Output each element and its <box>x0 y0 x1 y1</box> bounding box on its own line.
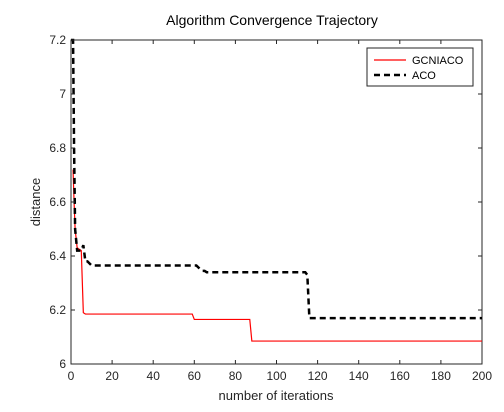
y-tick-label: 7 <box>59 87 66 101</box>
legend: GCNIACO ACO <box>366 47 474 87</box>
y-tick-label: 7.2 <box>49 33 66 47</box>
series-layer <box>71 38 482 342</box>
y-tick-label: 6.2 <box>49 303 66 317</box>
legend-box <box>366 47 474 87</box>
x-axis-label: number of iterations <box>219 388 334 403</box>
plot-area-frame <box>70 39 483 365</box>
x-tick-label: 120 <box>308 369 328 383</box>
x-tick-label: 160 <box>390 369 410 383</box>
x-tick-label: 200 <box>472 369 492 383</box>
x-tick-label: 20 <box>105 369 119 383</box>
chart-title: Algorithm Convergence Trajectory <box>166 12 378 28</box>
x-tick-label: 80 <box>229 369 243 383</box>
y-tick-label: 6 <box>59 357 66 371</box>
x-tick-label: 60 <box>188 369 202 383</box>
y-axis-ticks: 6 6.2 6.4 6.6 6.8 7 7.2 <box>49 33 482 371</box>
x-tick-label: 180 <box>431 369 451 383</box>
y-tick-label: 6.6 <box>49 195 66 209</box>
x-axis-ticks: 0 20 40 60 80 100 120 140 160 180 200 <box>68 40 492 383</box>
y-axis-label: distance <box>28 178 43 226</box>
y-tick-label: 6.4 <box>49 249 66 263</box>
legend-label-gcniaco: GCNIACO <box>412 55 464 67</box>
x-tick-label: 0 <box>68 369 75 383</box>
x-tick-label: 140 <box>349 369 369 383</box>
legend-label-aco: ACO <box>412 70 436 82</box>
series-line-aco <box>71 38 482 320</box>
y-tick-label: 6.8 <box>49 141 66 155</box>
x-tick-label: 40 <box>147 369 161 383</box>
x-tick-label: 100 <box>266 369 286 383</box>
